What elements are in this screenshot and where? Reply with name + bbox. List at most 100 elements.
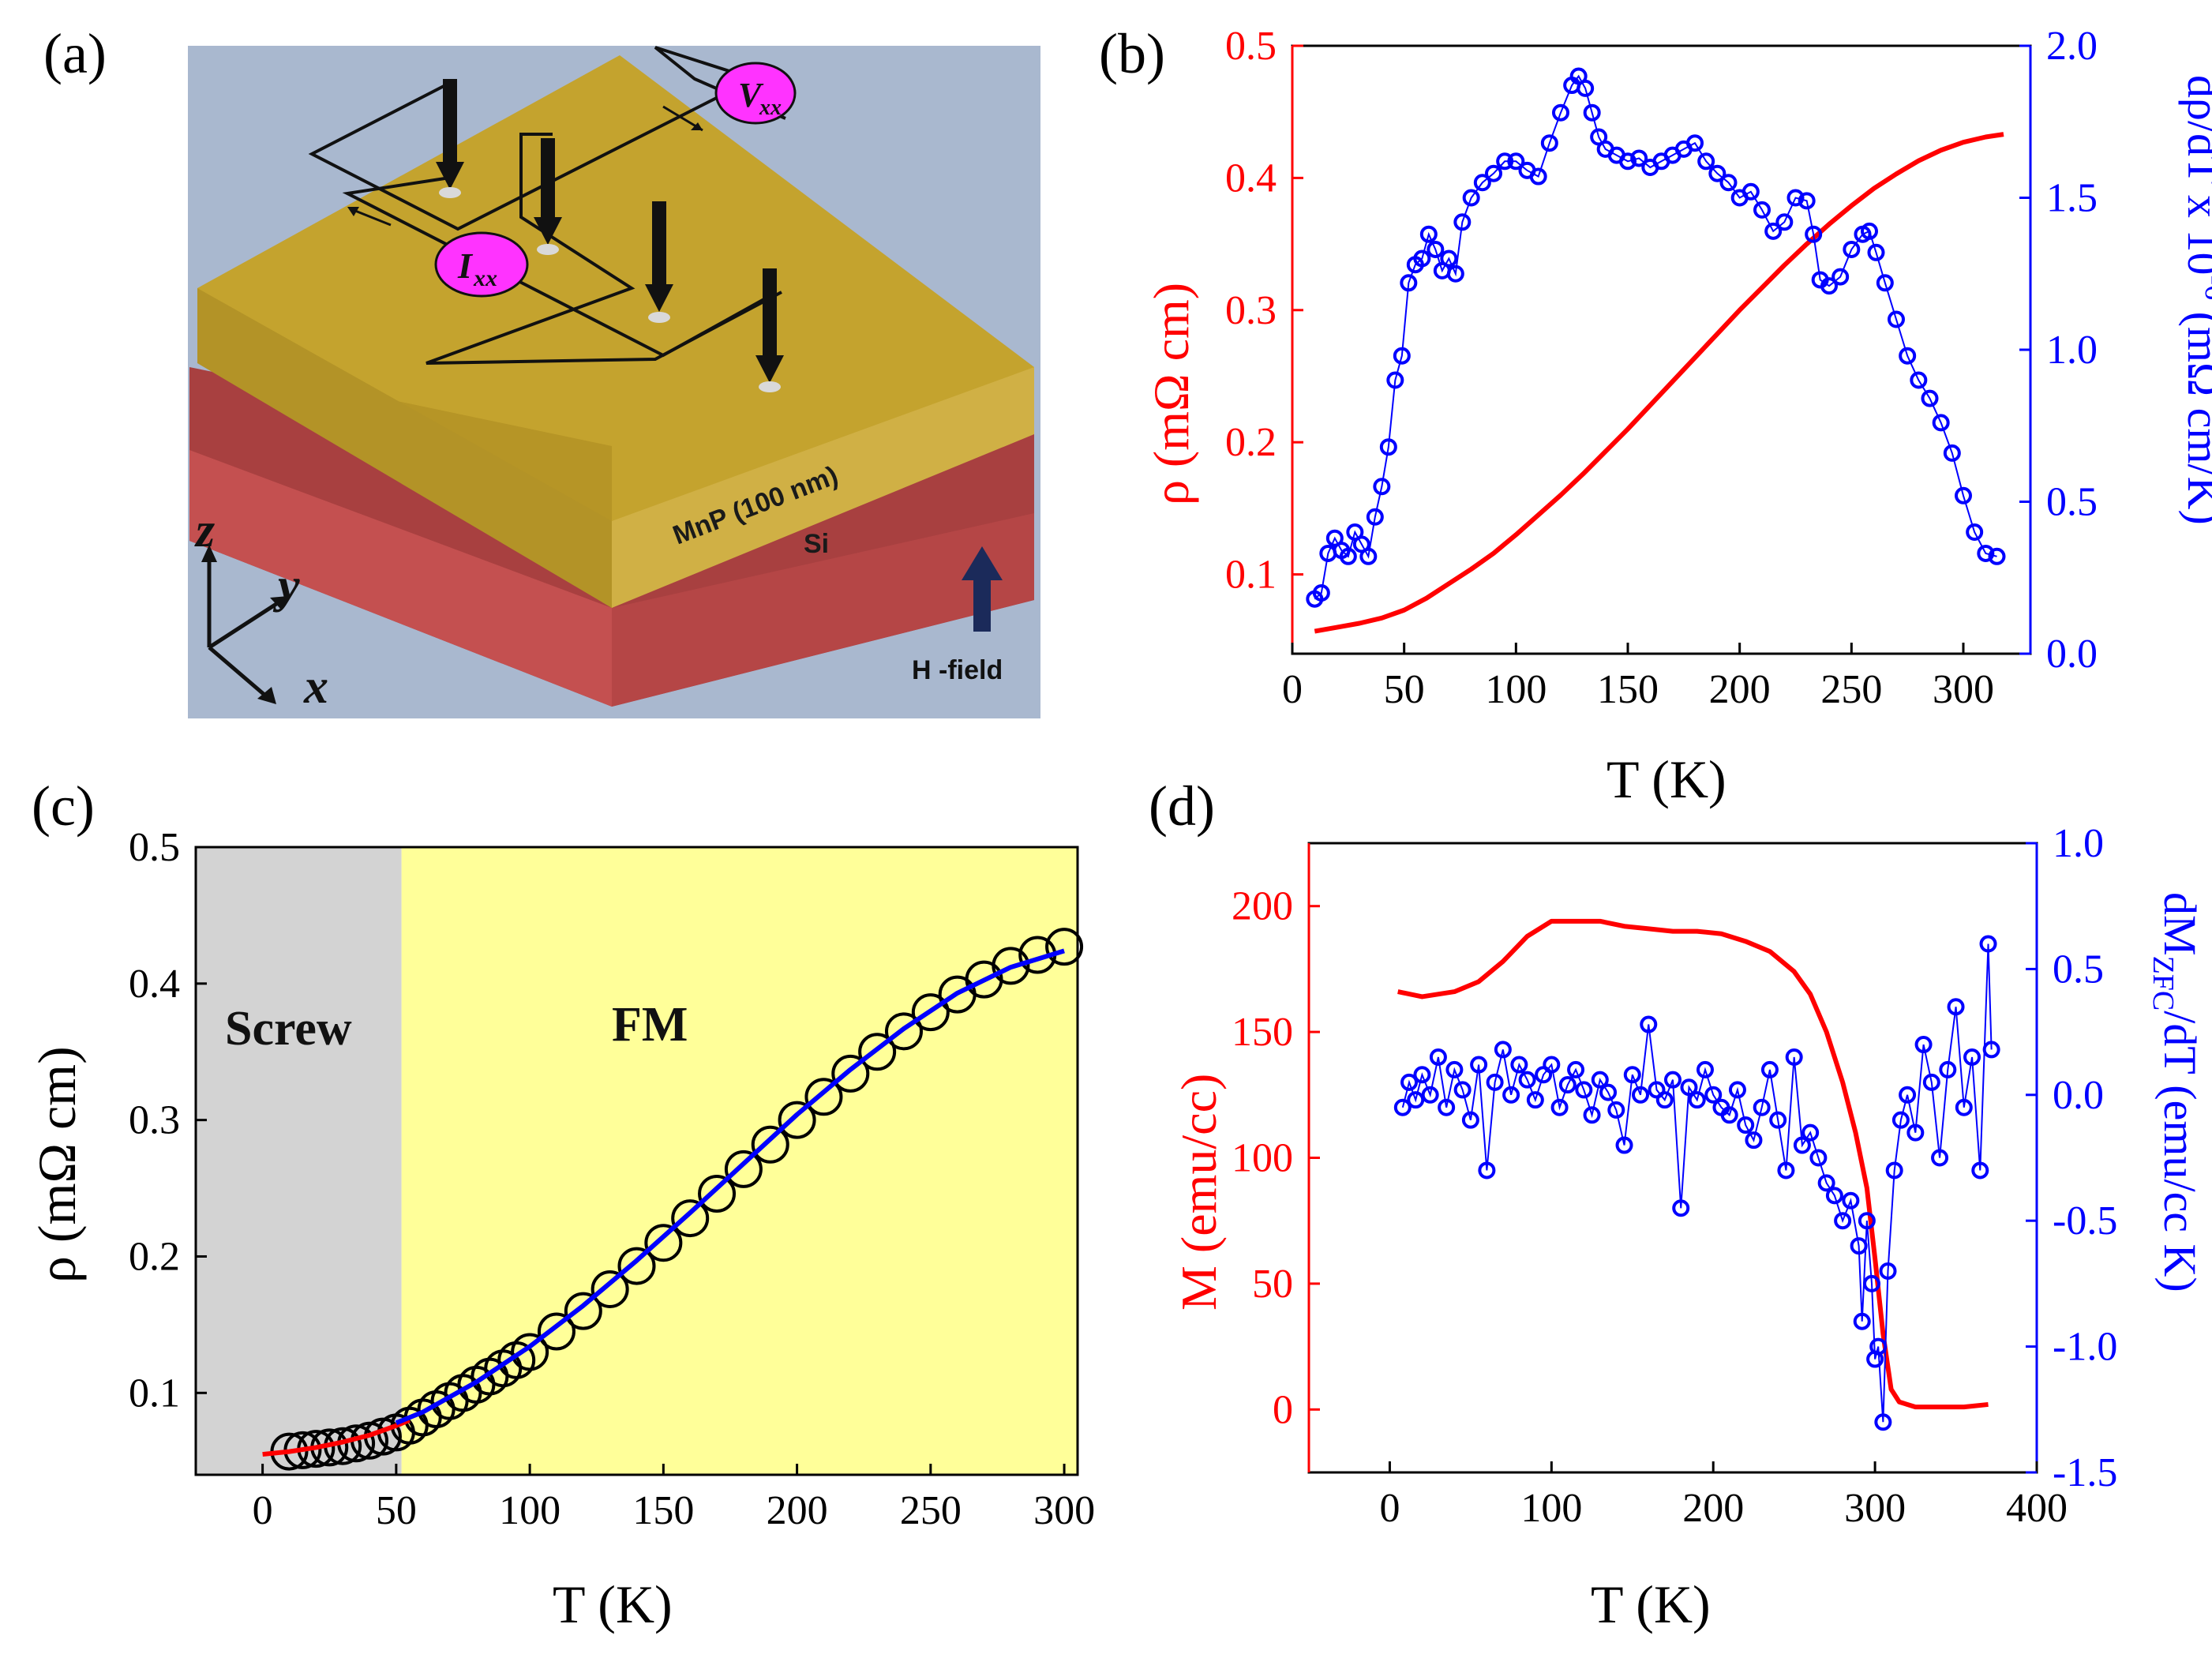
- panel-b-y2label-sup: -6: [2199, 275, 2212, 300]
- probe-4: [755, 268, 784, 392]
- substrate-label: Si: [804, 529, 829, 559]
- data-point: [1583, 1106, 1601, 1124]
- axis-x-label: x: [303, 660, 328, 714]
- probe-3: [645, 201, 673, 323]
- coordinate-axes: z y x: [194, 504, 328, 714]
- y-tick-label: 0.1: [1225, 553, 1277, 598]
- data-point: [1461, 1111, 1479, 1129]
- field-arrow: H -field: [912, 546, 1003, 685]
- data-point: [1931, 1149, 1949, 1167]
- data-point: [1421, 1086, 1439, 1104]
- data-point: [1413, 1066, 1431, 1084]
- y2-tick-label: -0.5: [2053, 1198, 2117, 1243]
- panel-d-y2label: dMZFC/dT (emu/cc K): [2146, 892, 2206, 1292]
- data-point: [1591, 1071, 1609, 1089]
- y-tick-label: 0.4: [129, 962, 180, 1007]
- panel-c-series: [262, 928, 1084, 1471]
- data-point: [1366, 508, 1384, 526]
- data-point: [778, 1101, 816, 1139]
- data-point: [1775, 213, 1794, 231]
- data-point: [1728, 1081, 1746, 1099]
- y2-tick-label: -1.0: [2053, 1325, 2117, 1370]
- data-point: [1737, 1116, 1755, 1135]
- data-point: [1413, 249, 1431, 268]
- panel-d-xlabel: T (K): [1591, 1574, 1711, 1634]
- data-point: [1393, 347, 1411, 365]
- region-fm-label: FM: [612, 998, 688, 1052]
- data-point: [1507, 152, 1525, 171]
- data-point: [1858, 1212, 1876, 1230]
- data-point: [1719, 174, 1738, 192]
- data-point: [1932, 414, 1950, 432]
- x-tick-label: 200: [767, 1488, 828, 1533]
- data-point: [1764, 222, 1783, 240]
- current-arrow-head: [347, 207, 359, 216]
- series-line-1: [262, 1418, 411, 1457]
- data-point: [1623, 1066, 1641, 1084]
- data-point: [1921, 389, 1939, 407]
- data-point: [1496, 152, 1514, 171]
- data-point: [1686, 134, 1704, 152]
- data-point: [1518, 1071, 1536, 1089]
- panel-d-ticks: 0 100 200 300 400 0 50 100 150 200 -1.5 -1.0 -0.5 0.0…: [1232, 821, 2117, 1531]
- x-tick-label: 150: [632, 1488, 694, 1533]
- panel-d-label: (d): [1149, 774, 1215, 838]
- data-point: [1502, 1086, 1520, 1104]
- data-point: [1708, 164, 1726, 182]
- series-line-0: [1314, 132, 2004, 634]
- data-point: [1988, 547, 2006, 565]
- x-tick-label: 300: [1933, 667, 1994, 712]
- data-point: [1577, 79, 1595, 97]
- x-tick-label: 300: [1033, 1488, 1095, 1533]
- y-tick-label: 0.2: [1225, 420, 1277, 465]
- current-sub: xx: [473, 265, 497, 291]
- data-point: [724, 1150, 763, 1188]
- data-point: [1867, 243, 1885, 261]
- data-point: [1798, 192, 1816, 210]
- data-point: [1885, 1161, 1903, 1180]
- current-wire: [426, 133, 782, 365]
- data-point: [1445, 1060, 1464, 1078]
- data-point: [911, 993, 950, 1032]
- data-point: [1453, 1081, 1472, 1099]
- data-point: [1809, 1149, 1828, 1167]
- data-point: [1879, 1262, 1897, 1280]
- data-point: [671, 1199, 710, 1238]
- data-point: [1741, 182, 1760, 201]
- data-point: [644, 1224, 683, 1262]
- axis-z-label: z: [194, 504, 215, 557]
- y-tick-label: 0.1: [129, 1371, 180, 1416]
- data-point: [1914, 1036, 1933, 1054]
- data-point: [831, 1054, 870, 1093]
- panel-d-ylabel: M (emu/cc): [1171, 1074, 1227, 1311]
- data-point: [1429, 1048, 1447, 1066]
- voltage-badge: V xx: [714, 62, 797, 125]
- data-point: [1955, 486, 1972, 504]
- data-point: [1720, 1106, 1738, 1124]
- data-point: [1583, 103, 1601, 122]
- data-point: [1672, 1199, 1690, 1217]
- x-tick-label: 400: [2006, 1486, 2068, 1531]
- probe-2: [534, 138, 562, 255]
- data-point: [1400, 274, 1418, 292]
- y-tick-label: 0.3: [129, 1098, 180, 1143]
- y2-tick-label: 0.5: [2046, 480, 2098, 525]
- data-point: [1825, 1187, 1843, 1205]
- data-point: [1599, 1083, 1618, 1101]
- data-point: [751, 1125, 789, 1164]
- data-point: [1478, 1161, 1496, 1180]
- data-point: [1963, 1048, 1981, 1066]
- x-tick-label: 0: [253, 1488, 273, 1533]
- data-point: [1831, 268, 1850, 286]
- series-line-0: [1397, 918, 1989, 1410]
- data-point: [1640, 1015, 1658, 1033]
- data-point: [1971, 1161, 1989, 1180]
- data-point: [1850, 1237, 1868, 1255]
- x-tick-label: 100: [1485, 667, 1547, 712]
- data-point: [1526, 1091, 1544, 1109]
- panel-b-xlabel: T (K): [1607, 749, 1726, 809]
- current-direction-arrow: [351, 208, 392, 227]
- x-tick-label: 100: [1520, 1486, 1582, 1531]
- data-point: [1785, 1048, 1803, 1066]
- data-point: [1407, 1091, 1425, 1109]
